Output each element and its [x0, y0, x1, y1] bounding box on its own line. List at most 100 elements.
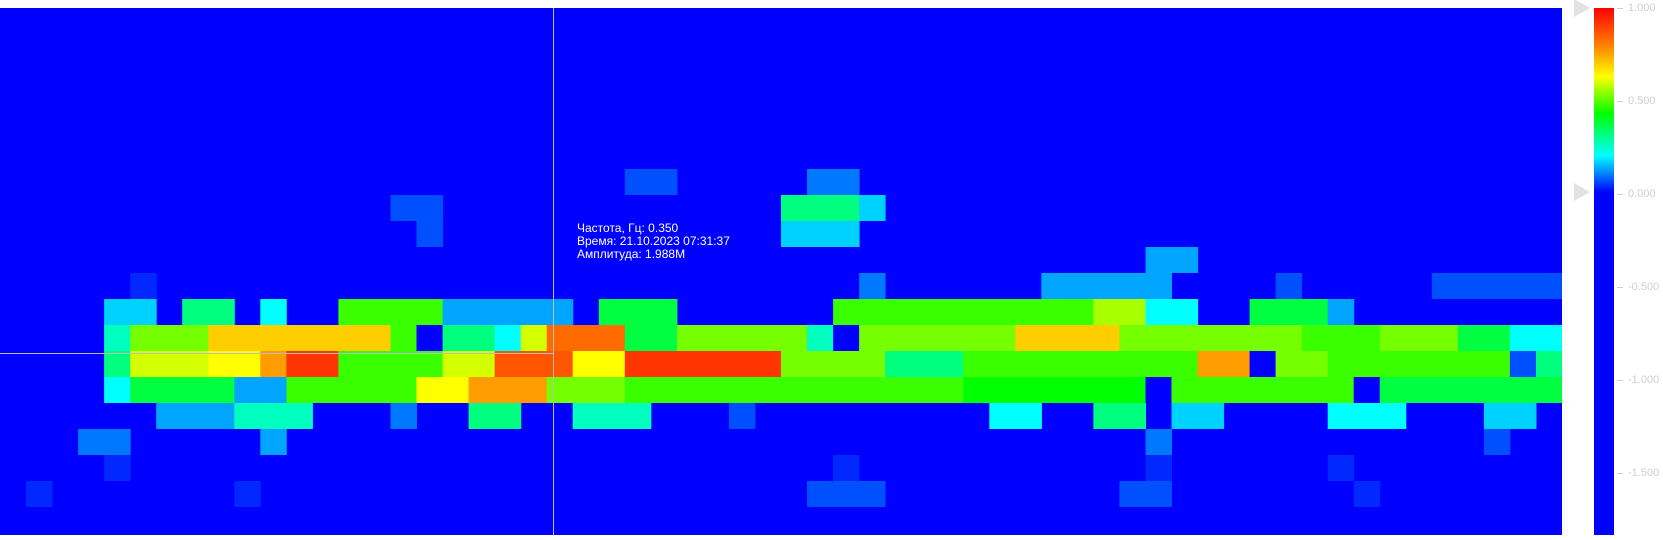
spectrogram-plot[interactable]: Частота, Гц: 0.350 Время: 21.10.2023 07:…	[0, 8, 1562, 535]
heatmap-cell	[1093, 299, 1146, 325]
colorbar-tick-label: -1.500	[1628, 467, 1660, 479]
heatmap-cell	[885, 351, 964, 377]
heatmap-cell	[624, 169, 678, 195]
tooltip-frequency: Частота, Гц: 0.350	[577, 221, 679, 235]
heatmap-cell	[1301, 325, 1381, 351]
heatmap-cell	[781, 351, 886, 377]
heatmap-cell	[859, 273, 886, 299]
heatmap-cell	[156, 403, 235, 429]
cursor-tooltip: Частота, Гц: 0.350 Время: 21.10.2023 07:…	[577, 222, 730, 261]
heatmap-cell	[104, 455, 131, 481]
heatmap-cell	[104, 351, 131, 377]
heatmap-cell	[1327, 403, 1407, 429]
heatmap-cell	[1119, 325, 1303, 351]
heatmap-cell	[1353, 481, 1381, 507]
heatmap-cell	[390, 403, 417, 429]
heatmap-cell	[807, 169, 860, 195]
crosshair-vertical-line	[553, 8, 554, 535]
heatmap-cell	[1509, 325, 1562, 351]
tooltip-time: Время: 21.10.2023 07:31:37	[577, 234, 730, 248]
heatmap-cell	[807, 325, 834, 351]
heatmap-cell	[104, 299, 157, 325]
heatmap-cell	[1145, 299, 1199, 325]
heatmap-cell	[1275, 273, 1303, 299]
colorbar-max-handle-icon[interactable]	[1574, 0, 1590, 17]
heatmap-cell	[182, 299, 235, 325]
heatmap-cell	[1457, 325, 1511, 351]
heatmap-cell	[1483, 429, 1511, 455]
heatmap-cell	[624, 325, 678, 351]
heatmap-cell	[781, 195, 860, 221]
heatmap-cell	[26, 481, 53, 507]
heatmap-cell	[572, 403, 652, 429]
heatmap-cell	[442, 325, 496, 351]
heatmap-cell	[989, 403, 1042, 429]
heatmap-cell	[833, 325, 860, 351]
heatmap-cell	[468, 403, 522, 429]
heatmap-cell	[1536, 351, 1562, 377]
heatmap-cell	[442, 299, 574, 325]
colorbar-tick-label: 0.000	[1628, 188, 1656, 200]
heatmap-cell	[130, 377, 235, 403]
heatmap-cell	[1353, 377, 1381, 403]
heatmap-cell	[1327, 455, 1355, 481]
heatmap-cell	[416, 221, 443, 247]
heatmap-cell	[260, 351, 287, 377]
heatmap-cell	[833, 299, 1094, 325]
heatmap-cell	[781, 221, 860, 247]
colorbar-tick-label: 1.000	[1628, 2, 1656, 14]
heatmap-cell	[390, 195, 444, 221]
heatmap-cell	[1379, 377, 1562, 403]
colorbar-tick	[1617, 194, 1623, 195]
heatmap-cell	[104, 377, 131, 403]
heatmap-cell	[833, 455, 860, 481]
heatmap-cell	[624, 351, 782, 377]
heatmap-cell	[338, 299, 443, 325]
heatmap-cell	[1379, 325, 1459, 351]
heatmap-cells	[26, 169, 1562, 507]
colorbar-tick	[1617, 473, 1623, 474]
colorbar-tick-label: 0.500	[1628, 95, 1656, 107]
heatmap-cell	[1249, 351, 1277, 377]
heatmap-cell	[572, 351, 626, 377]
heatmap-cell	[442, 351, 496, 377]
heatmap-cell	[1119, 481, 1172, 507]
heatmap-cell	[1483, 403, 1537, 429]
heatmap-cell	[1171, 377, 1355, 403]
colorbar-min-handle-icon[interactable]	[1574, 183, 1590, 201]
heatmap-cell	[624, 377, 964, 403]
heatmap-cell	[130, 351, 209, 377]
heatmap-cell	[390, 325, 417, 351]
heatmap-cell	[130, 273, 157, 299]
heatmap-cell	[546, 377, 626, 403]
heatmap-cell	[130, 325, 209, 351]
heatmap-cell	[676, 325, 808, 351]
heatmap-cell	[260, 429, 287, 455]
heatmap-cell	[286, 351, 339, 377]
colorbar-tick-label: -0.500	[1628, 281, 1660, 293]
heatmap-cell	[494, 325, 522, 351]
heatmap-cell	[494, 351, 574, 377]
heatmap-cell	[728, 403, 756, 429]
heatmap-cell	[1249, 299, 1329, 325]
heatmap-cell	[338, 351, 443, 377]
heatmap-cell	[104, 325, 131, 351]
heatmap-cell	[1145, 455, 1172, 481]
heatmap-cell	[260, 299, 287, 325]
colorbar-tick	[1617, 287, 1623, 288]
heatmap-cell	[833, 481, 860, 507]
heatmap-cell	[1145, 247, 1199, 273]
heatmap-cell	[416, 377, 470, 403]
crosshair-horizontal-line	[0, 353, 553, 354]
heatmap-cell	[1197, 351, 1251, 377]
heatmap-cell	[234, 377, 287, 403]
heatmap-cell	[859, 195, 886, 221]
heatmap-cell	[963, 377, 1146, 403]
heatmap-cell	[1145, 429, 1172, 455]
heatmap-cell	[416, 325, 443, 351]
heatmap-cell	[1327, 351, 1511, 377]
heatmap-cell	[807, 481, 834, 507]
heatmap-cell	[234, 403, 313, 429]
heatmap-cell	[598, 299, 678, 325]
heatmap-cell	[859, 325, 1016, 351]
